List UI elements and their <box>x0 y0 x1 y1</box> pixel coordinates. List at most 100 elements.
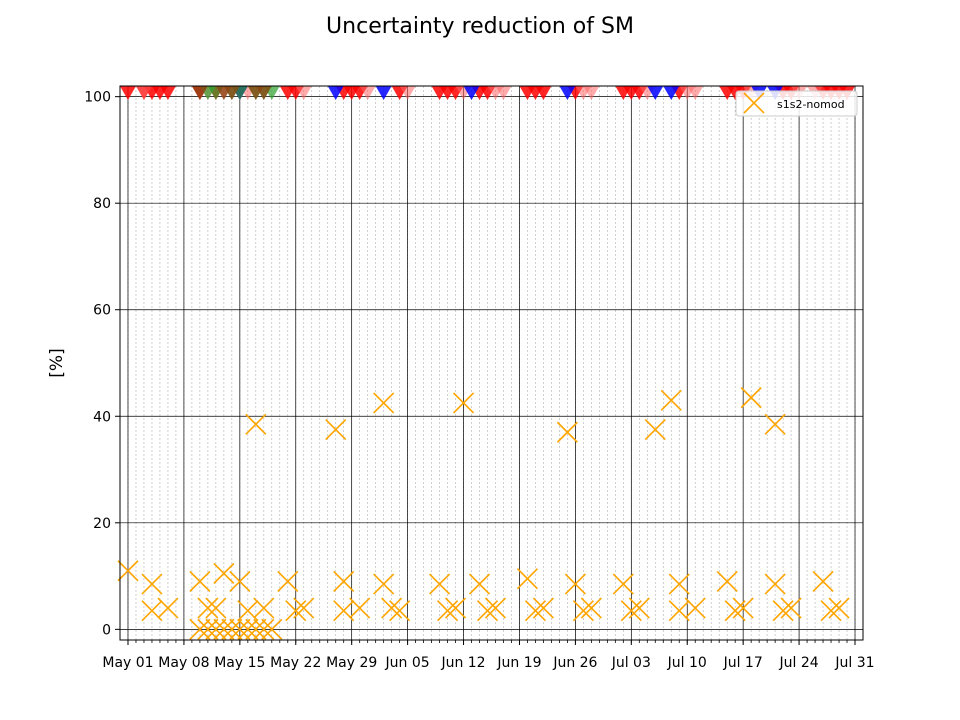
x-marker-stroke <box>668 573 690 595</box>
x-marker-stroke <box>740 387 762 409</box>
data-point <box>117 560 139 582</box>
y-tick-label: 20 <box>93 516 111 532</box>
x-marker-stroke <box>141 600 163 622</box>
data-point <box>668 573 690 595</box>
x-marker-stroke <box>452 392 475 414</box>
x-tick-label: May 22 <box>270 655 321 671</box>
x-marker-stroke <box>325 419 347 441</box>
plot-frame <box>119 85 864 641</box>
x-marker-stroke <box>580 597 602 619</box>
data-point <box>221 618 243 640</box>
data-point <box>375 86 392 100</box>
x-marker-stroke <box>389 600 411 622</box>
x-marker-stroke <box>812 570 834 592</box>
major-grid <box>120 86 863 640</box>
x-marker-stroke <box>373 573 395 595</box>
x-marker-stroke <box>444 597 467 619</box>
x-tick-label: Jun 05 <box>385 655 430 671</box>
y-axis-label: [%] <box>47 348 67 377</box>
x-axis: May 01 May 08 May 15 May 22 May 29 Jun 05 Jun … <box>102 640 875 671</box>
data-point <box>740 387 762 409</box>
data-point <box>141 573 163 595</box>
x-tick-label: May 08 <box>158 655 209 671</box>
data-markers <box>117 86 856 640</box>
x-marker-stroke <box>660 389 682 411</box>
y-tick-label: 80 <box>93 196 111 212</box>
data-point <box>660 389 682 411</box>
data-point <box>444 597 467 619</box>
minor-grid <box>127 86 856 640</box>
data-point <box>205 597 227 619</box>
data-point <box>559 86 576 100</box>
data-point <box>524 600 547 622</box>
y-tick-label: 100 <box>84 90 111 106</box>
x-marker-stroke <box>524 600 547 622</box>
data-point <box>157 597 179 619</box>
data-point <box>684 597 706 619</box>
data-point <box>197 618 219 640</box>
x-marker-stroke <box>253 618 275 640</box>
data-point <box>159 86 176 100</box>
x-marker-stroke <box>668 600 690 622</box>
data-point <box>687 86 704 100</box>
data-point <box>253 597 275 619</box>
data-point <box>327 86 344 100</box>
data-point <box>663 86 680 100</box>
data-point <box>647 86 664 100</box>
x-marker-stroke <box>484 597 507 619</box>
data-point <box>245 413 267 435</box>
data-point <box>828 597 850 619</box>
x-marker-stroke <box>516 568 539 590</box>
data-point <box>213 562 235 584</box>
x-marker-stroke <box>349 597 371 619</box>
legend-marker <box>743 92 765 114</box>
x-marker-stroke <box>373 392 395 414</box>
x-marker-stroke <box>229 570 251 592</box>
x-tick-label: Jun 19 <box>496 655 541 671</box>
data-point <box>253 618 275 640</box>
x-marker-stroke <box>277 570 299 592</box>
data-point <box>764 573 786 595</box>
data-point <box>724 600 746 622</box>
data-point <box>349 597 371 619</box>
data-point <box>261 618 283 640</box>
data-point <box>612 573 634 595</box>
x-marker-stroke <box>612 573 634 595</box>
x-marker-stroke <box>429 573 451 595</box>
x-marker-stroke <box>724 600 746 622</box>
y-tick-label: 60 <box>93 303 111 319</box>
data-point <box>764 413 786 435</box>
legend-x-marker <box>743 92 765 114</box>
data-point <box>628 597 650 619</box>
data-point <box>135 86 152 100</box>
y-tick-label: 0 <box>102 622 111 638</box>
y-tick-label: 40 <box>93 409 111 425</box>
data-point <box>197 597 219 619</box>
x-marker-stroke <box>780 597 802 619</box>
x-marker-stroke <box>828 597 850 619</box>
x-marker-stroke <box>213 618 235 640</box>
x-marker-stroke <box>532 597 554 619</box>
x-tick-label: May 01 <box>102 655 153 671</box>
legend-label: s1s2-nomod <box>777 98 845 111</box>
x-tick-label: Jun 26 <box>552 655 597 671</box>
data-point <box>644 419 666 441</box>
x-marker-stroke <box>628 597 650 619</box>
x-marker-stroke <box>620 600 642 622</box>
data-point <box>535 86 552 100</box>
data-point <box>223 86 240 100</box>
x-marker-stroke <box>221 618 243 640</box>
data-point <box>277 570 299 592</box>
x-marker-stroke <box>468 573 491 595</box>
data-point <box>285 600 307 622</box>
x-marker-stroke <box>205 597 227 619</box>
data-point <box>772 600 794 622</box>
x-tick-label: Jul 31 <box>834 655 874 671</box>
x-marker-stroke <box>213 562 235 584</box>
series-x-ffa500 <box>117 387 850 640</box>
data-point <box>463 86 480 100</box>
x-tick-label: Jul 24 <box>779 655 819 671</box>
x-tick-label: Jul 17 <box>723 655 763 671</box>
data-point <box>293 597 315 619</box>
x-marker-stroke <box>237 618 259 640</box>
